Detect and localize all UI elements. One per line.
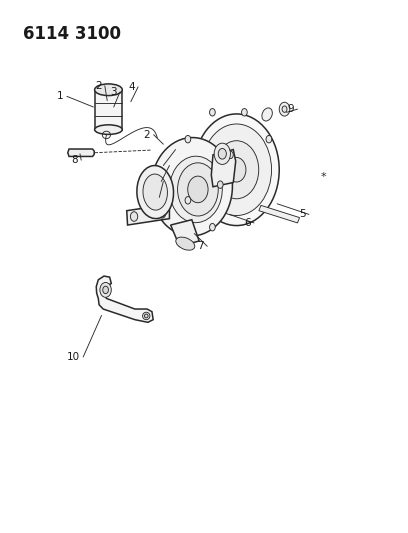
Polygon shape: [171, 220, 199, 246]
Polygon shape: [96, 276, 153, 322]
Text: 3: 3: [110, 87, 117, 97]
Circle shape: [282, 106, 287, 112]
Circle shape: [214, 141, 259, 199]
Circle shape: [185, 135, 191, 143]
Circle shape: [177, 163, 218, 216]
Ellipse shape: [143, 174, 167, 210]
Circle shape: [215, 154, 221, 161]
FancyBboxPatch shape: [95, 90, 122, 130]
Text: 1: 1: [57, 91, 64, 101]
Circle shape: [103, 286, 109, 294]
Ellipse shape: [151, 138, 233, 236]
Ellipse shape: [176, 237, 195, 250]
Polygon shape: [127, 204, 169, 225]
Text: 5: 5: [299, 209, 306, 220]
Ellipse shape: [95, 125, 122, 134]
Circle shape: [228, 151, 233, 159]
Ellipse shape: [262, 108, 272, 121]
Circle shape: [202, 124, 272, 215]
Text: 10: 10: [67, 352, 80, 362]
Circle shape: [194, 114, 279, 225]
Circle shape: [217, 181, 223, 188]
Ellipse shape: [169, 156, 222, 223]
Polygon shape: [68, 149, 94, 157]
Text: 2: 2: [95, 81, 102, 91]
Circle shape: [158, 208, 166, 218]
Polygon shape: [211, 150, 236, 187]
Circle shape: [185, 197, 191, 204]
Circle shape: [188, 176, 208, 203]
Circle shape: [227, 157, 246, 182]
Text: 7: 7: [197, 241, 204, 251]
Text: 9: 9: [288, 104, 294, 114]
Text: 4: 4: [128, 82, 135, 92]
Text: 2: 2: [144, 130, 150, 140]
Circle shape: [242, 109, 247, 116]
Text: 6: 6: [244, 218, 251, 228]
Circle shape: [100, 282, 111, 297]
Text: *: *: [321, 172, 327, 182]
Ellipse shape: [143, 312, 150, 320]
Ellipse shape: [95, 84, 122, 95]
Circle shape: [266, 135, 272, 143]
Circle shape: [131, 212, 138, 221]
Ellipse shape: [137, 166, 173, 219]
Circle shape: [218, 149, 226, 159]
Ellipse shape: [144, 314, 148, 318]
Circle shape: [210, 223, 215, 231]
Text: 8: 8: [71, 155, 78, 165]
Circle shape: [279, 102, 290, 116]
Polygon shape: [259, 205, 299, 223]
Circle shape: [210, 109, 215, 116]
Text: 6114 3100: 6114 3100: [23, 25, 121, 43]
Circle shape: [214, 143, 231, 165]
